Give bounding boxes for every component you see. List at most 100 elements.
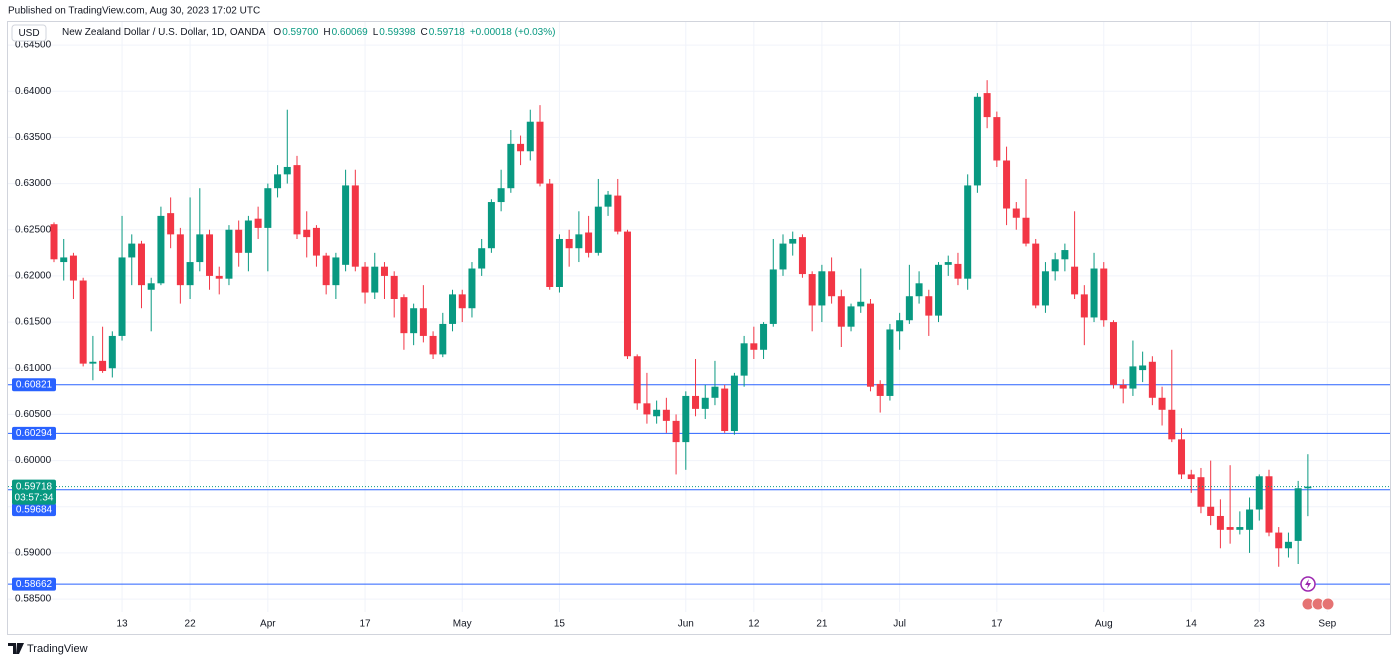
candle-body — [653, 409, 661, 417]
candle-body — [1197, 477, 1205, 507]
x-tick-label: 21 — [816, 619, 828, 630]
candle-body — [1071, 266, 1079, 295]
candle-body — [643, 403, 651, 415]
ohlc-value: 0.59398 — [379, 27, 416, 38]
candle-body — [711, 386, 719, 398]
candle-body — [517, 143, 525, 152]
candle-body — [896, 320, 904, 332]
candle-body — [293, 165, 301, 235]
candle-body — [1236, 527, 1244, 530]
candle-body — [565, 238, 573, 249]
candle-body — [905, 296, 913, 321]
x-tick-label: Jul — [893, 619, 906, 630]
y-tick-label: 0.62500 — [15, 224, 52, 235]
y-tick-label: 0.59000 — [15, 548, 52, 559]
candle-body — [837, 296, 845, 327]
candle-body — [983, 93, 991, 118]
candle-body — [439, 323, 447, 355]
candle-body — [206, 234, 214, 276]
candle-body — [876, 383, 884, 396]
currency-button[interactable] — [11, 24, 47, 42]
candle-body — [1080, 294, 1088, 318]
candle-body — [235, 229, 243, 253]
candle-body — [50, 224, 58, 260]
chart-frame — [7, 21, 1391, 635]
x-tick-label: 14 — [1186, 619, 1198, 630]
candle-body — [1032, 243, 1040, 306]
y-tick-label: 0.64000 — [15, 86, 52, 97]
candle-body — [449, 294, 457, 324]
candle-body — [1255, 476, 1263, 510]
candle-body — [993, 117, 1001, 161]
candle-body — [798, 237, 806, 275]
brand-logo — [8, 643, 24, 654]
candle-body — [371, 266, 379, 293]
ohlc-legend: O 0.59700 H 0.60069 L 0.59398 C 0.59718 +0.00018… — [273, 27, 555, 38]
ohlc-key: O — [273, 27, 281, 38]
x-tick-label: 12 — [748, 619, 760, 630]
lightning-glyph — [1305, 579, 1311, 589]
x-tick-label: Jun — [678, 619, 694, 630]
candle-body — [167, 213, 175, 235]
candle-body — [585, 232, 593, 253]
brand: TradingView — [27, 643, 88, 655]
price-label-box — [12, 503, 56, 517]
candle-body — [1003, 160, 1011, 209]
symbol: New Zealand Dollar / U.S. Dollar, 1D, OA… — [62, 27, 266, 38]
ohlc-change: +0.00018 (+0.03%) — [470, 27, 556, 38]
price-label-box — [12, 426, 56, 440]
x-tick-label: 15 — [554, 619, 566, 630]
y-tick-label: 0.61000 — [15, 363, 52, 374]
candle-body — [1294, 488, 1302, 541]
candle-body — [1207, 506, 1215, 516]
candle-body — [351, 185, 359, 267]
currency: USD — [18, 28, 39, 39]
candle-body — [1100, 268, 1108, 321]
candle-body — [1090, 268, 1098, 318]
candle-body — [1119, 384, 1127, 389]
price-label-box — [12, 378, 56, 392]
candle-body — [721, 388, 729, 432]
candle-body — [1061, 250, 1069, 260]
chart-icons — [1300, 576, 1335, 611]
candle-body — [176, 234, 184, 286]
candle-body — [497, 188, 505, 203]
candle-body — [1051, 259, 1059, 272]
candle-body — [186, 262, 194, 286]
plot: 0.585000.590000.595000.600000.605000.610… — [8, 22, 1390, 630]
price-label: 0.59684 — [16, 504, 53, 515]
x-tick-label: 17 — [359, 619, 371, 630]
candle-body — [400, 297, 408, 334]
candle-body — [1139, 365, 1147, 371]
candle-body — [60, 257, 68, 263]
candle-body — [808, 274, 816, 306]
candle-body — [575, 234, 583, 249]
flag-icon[interactable] — [1321, 597, 1335, 611]
candle-body — [332, 257, 340, 286]
x-tick-label: Aug — [1095, 619, 1113, 630]
candle-body — [1178, 439, 1186, 475]
candle-body — [1012, 208, 1020, 218]
candle-body — [1216, 515, 1224, 530]
candle-body — [283, 166, 291, 175]
candle-body — [215, 275, 223, 279]
candle-body — [303, 229, 311, 238]
candle-body — [361, 266, 369, 293]
candle-body — [108, 335, 116, 369]
candle-body — [730, 375, 738, 432]
y-tick-label: 0.63500 — [15, 132, 52, 143]
x-tick-label: May — [453, 619, 472, 630]
y-tick-label: 0.62000 — [15, 271, 52, 282]
candle-body — [264, 188, 272, 228]
candle-body — [818, 271, 826, 306]
candle-body — [954, 263, 962, 279]
x-tick-label: Sep — [1318, 619, 1336, 630]
candle-body — [1187, 474, 1195, 480]
candle-body — [594, 206, 602, 253]
candle-body — [847, 306, 855, 327]
ohlc-value: 0.60069 — [332, 27, 369, 38]
candle-body — [692, 395, 700, 409]
y-tick-label: 0.63000 — [15, 178, 52, 189]
